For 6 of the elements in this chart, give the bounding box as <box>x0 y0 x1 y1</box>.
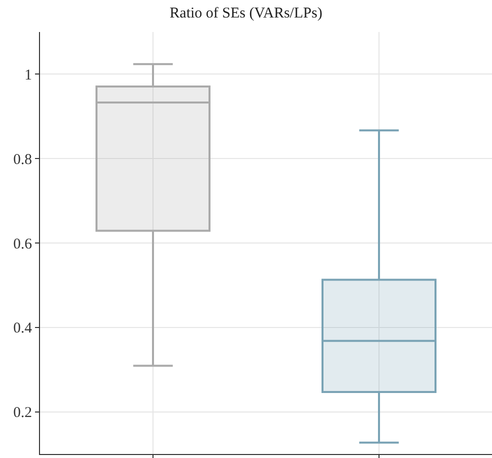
y-tick-label: 0.8 <box>13 152 32 168</box>
y-tick-label: 0.4 <box>13 320 32 337</box>
chart-title: Ratio of SEs (VARs/LPs) <box>170 5 322 22</box>
y-tick-label: 0.2 <box>13 405 32 422</box>
y-tick-label: 0.6 <box>13 236 32 252</box>
y-tick-label: 1 <box>24 67 32 84</box>
